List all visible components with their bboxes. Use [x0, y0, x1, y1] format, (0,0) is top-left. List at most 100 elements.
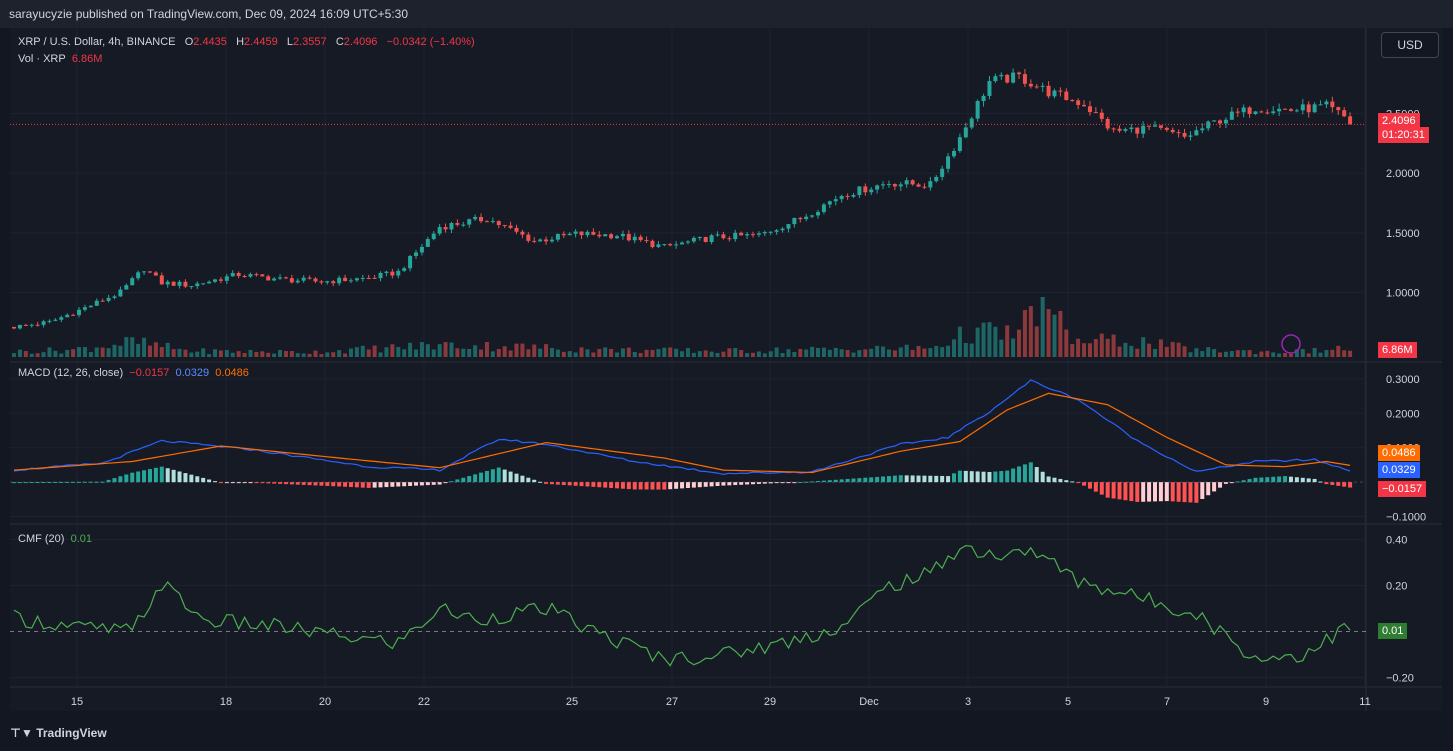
macd-histogram-bar	[1058, 478, 1063, 483]
candle-body	[479, 216, 484, 222]
volume-bar	[414, 349, 419, 357]
macd-histogram-bar	[1040, 471, 1045, 483]
volume-bar	[390, 344, 395, 357]
candle-body	[71, 314, 76, 316]
macd-histogram-bar	[1052, 477, 1057, 483]
volume-bar	[165, 342, 170, 357]
candle-body	[774, 230, 779, 232]
candle-body	[579, 231, 584, 236]
volume-bar	[248, 349, 253, 357]
volume-bar	[29, 353, 34, 357]
volume-bar	[845, 349, 850, 357]
volume-bar	[142, 337, 147, 357]
macd-histogram-bar	[567, 482, 572, 486]
volume-bar	[82, 347, 87, 357]
candle-body	[892, 184, 897, 187]
volume-bar	[35, 353, 40, 357]
volume-bar	[295, 353, 300, 357]
volume-bar	[798, 349, 803, 357]
currency-button[interactable]: USD	[1381, 32, 1439, 58]
candle-body	[384, 271, 389, 273]
candle-body	[289, 278, 294, 283]
macd-histogram-bar	[35, 482, 40, 484]
candle-body	[827, 201, 832, 205]
candle-body	[1176, 132, 1181, 134]
volume-bar	[1005, 325, 1010, 357]
volume-bar	[573, 352, 578, 357]
candle-body	[1271, 111, 1276, 114]
macd-histogram-bar	[756, 482, 761, 484]
macd-histogram-bar	[774, 482, 779, 484]
macd-histogram-bar	[408, 482, 413, 486]
macd-histogram-bar	[1223, 482, 1228, 484]
volume-bar	[1247, 350, 1252, 357]
volume-bar	[106, 348, 111, 357]
volume-bar	[549, 347, 554, 357]
macd-histogram-bar	[1229, 482, 1234, 484]
candle-body	[946, 156, 951, 169]
volume-bar	[408, 342, 413, 357]
macd-histogram-bar	[1342, 482, 1347, 487]
volume-bar	[1277, 353, 1282, 357]
candle-body	[153, 272, 158, 276]
candle-body	[295, 280, 300, 283]
volume-bar	[23, 351, 28, 357]
candle-body	[47, 320, 52, 322]
volume-bar	[774, 347, 779, 357]
cmf-line	[13, 544, 1351, 667]
macd-histogram-bar	[1330, 482, 1335, 485]
macd-histogram-bar	[934, 475, 939, 483]
macd-histogram-bar	[1005, 470, 1010, 483]
time-tick-label: 11	[1359, 696, 1370, 708]
candle-body	[248, 274, 253, 277]
volume-bar	[591, 352, 596, 357]
candle-body	[88, 305, 93, 308]
macd-histogram-bar	[1283, 476, 1288, 483]
candle-body	[993, 76, 998, 82]
volume-bar	[360, 345, 365, 357]
macd-histogram-bar	[1076, 482, 1081, 484]
macd-histogram-bar	[431, 482, 436, 485]
macd-tick-label: −0.1000	[1386, 512, 1426, 524]
candle-body	[136, 272, 141, 279]
macd-histogram-bar	[892, 475, 897, 483]
macd-histogram-bar	[289, 482, 294, 485]
volume-bar	[1141, 337, 1146, 357]
candle-body	[1336, 107, 1341, 111]
macd-histogram-bar	[597, 482, 602, 488]
time-tick-label: 25	[566, 696, 578, 708]
macd-histogram-bar	[419, 482, 424, 486]
volume-bar	[668, 347, 673, 357]
macd-histogram-bar	[1135, 482, 1140, 502]
volume-bar	[1011, 338, 1016, 357]
chart-area[interactable]	[10, 28, 1442, 711]
macd-histogram-bar	[585, 482, 590, 487]
volume-bar	[331, 352, 336, 357]
volume-bar	[733, 348, 738, 357]
macd-histogram-bar	[331, 482, 336, 487]
volume-bar	[532, 344, 537, 357]
macd-histogram-bar	[863, 477, 868, 483]
macd-histogram-bar	[1087, 482, 1092, 489]
macd-histogram-bar	[1253, 477, 1258, 483]
candle-body	[591, 231, 596, 235]
brand-label: TradingView	[36, 726, 107, 740]
tradingview-logo[interactable]: ⊤▼ TradingView	[10, 726, 107, 740]
candle-body	[650, 240, 655, 248]
macd-histogram-bar	[869, 477, 874, 483]
candle-body	[881, 184, 886, 186]
macd-histogram-bar	[697, 482, 702, 488]
macd-histogram-bar	[230, 482, 235, 484]
macd-histogram-bar	[1188, 482, 1193, 503]
macd-histogram-bar	[703, 482, 708, 487]
macd-histogram-bar	[691, 482, 696, 488]
macd-histogram-bar	[685, 482, 690, 488]
volume-bar	[189, 352, 194, 357]
macd-histogram-bar	[248, 482, 253, 484]
macd-histogram-bar	[425, 482, 430, 486]
macd-histogram-bar	[1241, 480, 1246, 483]
candle-body	[437, 227, 442, 234]
cmf-label: CMF (20)	[18, 533, 65, 545]
candle-body	[597, 234, 602, 237]
